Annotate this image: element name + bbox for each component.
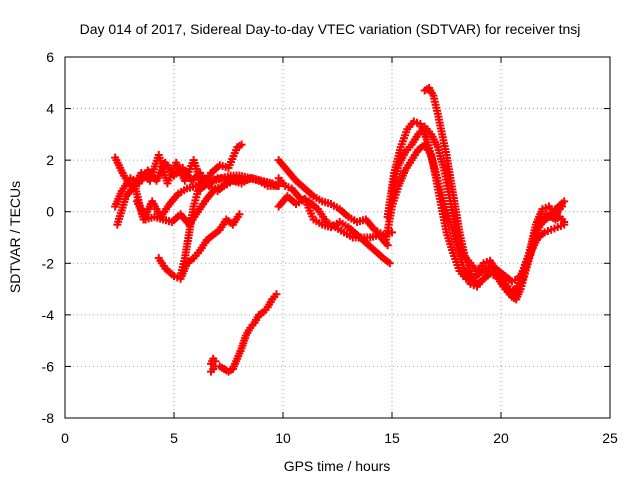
- chart-title: Day 014 of 2017, Sidereal Day-to-day VTE…: [80, 21, 581, 37]
- data-point: [272, 290, 281, 299]
- data-point: [235, 210, 244, 219]
- x-tick-label: 10: [275, 430, 291, 446]
- grid-layer: [65, 57, 610, 418]
- x-tick-label: 20: [493, 430, 509, 446]
- series-trace-9: [274, 156, 396, 239]
- data-point: [233, 176, 242, 185]
- data-point: [272, 181, 281, 190]
- data-point: [560, 218, 569, 227]
- x-tick-label: 0: [61, 430, 69, 446]
- data-point: [237, 140, 246, 149]
- data-point: [211, 357, 220, 366]
- data-point: [560, 197, 569, 206]
- data-point: [385, 259, 394, 268]
- x-axis-label: GPS time / hours: [284, 458, 391, 474]
- series-trace-3: [113, 171, 283, 229]
- series-trace-6: [176, 174, 242, 281]
- x-tick-labels: 0 5 10 15 20 25: [61, 430, 618, 446]
- series-layer: [111, 83, 569, 376]
- y-tick-label: 6: [46, 49, 54, 65]
- y-tick-label: -4: [42, 307, 55, 323]
- y-tick-label: -6: [42, 358, 55, 374]
- y-tick-label: 4: [46, 101, 54, 117]
- x-tick-label: 15: [384, 430, 400, 446]
- series-trace-13: [388, 122, 567, 296]
- series-trace-7: [207, 290, 281, 376]
- y-tick-label: -2: [42, 255, 55, 271]
- y-axis-label: SDTVAR / TECUs: [7, 181, 23, 293]
- y-tick-label: 2: [46, 152, 54, 168]
- series-trace-15: [420, 83, 569, 304]
- y-tick-labels: -8 -6 -4 -2 0 2 4 6: [42, 49, 55, 426]
- x-tick-label: 25: [602, 430, 618, 446]
- x-tick-label: 5: [170, 430, 178, 446]
- plot-frame: [64, 56, 611, 419]
- tick-layer: [64, 56, 611, 419]
- series-trace-11: [274, 174, 392, 250]
- y-tick-label: -8: [42, 410, 55, 426]
- series-trace-8: [207, 354, 220, 368]
- y-tick-label: 0: [46, 204, 54, 220]
- data-point: [388, 228, 396, 237]
